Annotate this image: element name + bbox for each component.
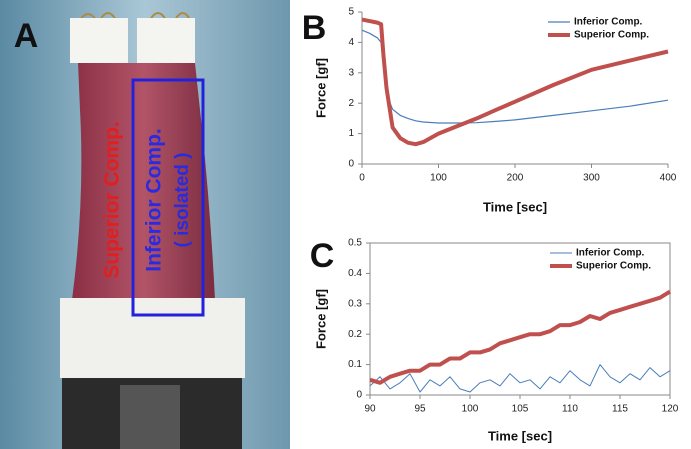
top-clip — [137, 18, 195, 63]
legend-label: Inferior Comp. — [576, 248, 645, 259]
data-line — [369, 364, 671, 393]
y-tick-label: 0.3 — [348, 298, 362, 309]
x-tick-label: 0 — [359, 173, 365, 184]
y-tick-label: 0 — [356, 390, 362, 401]
photo-panel: A Superior Comp. Inferior Comp. ( isolat… — [0, 0, 290, 449]
y-tick-label: 0 — [348, 159, 354, 170]
legend-label: Inferior Comp. — [574, 17, 643, 28]
panel-label: B — [302, 9, 327, 47]
x-tick-label: 90 — [364, 404, 376, 415]
annotation: ( isolated ) — [172, 152, 193, 247]
isolated-box — [131, 78, 205, 317]
x-tick-label: 400 — [660, 173, 677, 184]
y-tick-label: 0.4 — [348, 268, 362, 279]
y-tick-label: 4 — [348, 37, 354, 48]
y-tick-label: 0.5 — [348, 238, 362, 249]
y-axis-label: Force [gf] — [313, 58, 328, 118]
legend-label: Superior Comp. — [576, 261, 651, 272]
x-tick-label: 300 — [583, 173, 600, 184]
y-tick-label: 0.1 — [348, 359, 362, 370]
annotation: Inferior Comp. — [143, 128, 166, 272]
x-tick-label: 100 — [462, 404, 479, 415]
x-axis-label: Time [sec] — [483, 199, 547, 214]
tissue — [72, 63, 215, 300]
x-tick-label: 120 — [662, 404, 679, 415]
wires — [79, 12, 191, 21]
x-axis-label: Time [sec] — [488, 428, 552, 443]
y-tick-label: 2 — [348, 98, 354, 109]
panel-label: A — [14, 17, 39, 55]
x-tick-label: 110 — [562, 404, 578, 415]
clamp-center — [120, 385, 180, 449]
annotation: Superior Comp. — [101, 121, 124, 279]
x-tick-label: 105 — [512, 404, 529, 415]
data-line — [361, 17, 669, 147]
x-tick-label: 115 — [612, 404, 628, 415]
x-tick-label: 95 — [414, 404, 426, 415]
data-line — [369, 289, 672, 385]
x-tick-label: 200 — [507, 173, 524, 184]
y-tick-label: 5 — [348, 7, 354, 18]
data-line — [361, 29, 669, 124]
top-clip — [70, 18, 128, 63]
legend-label: Superior Comp. — [574, 30, 649, 41]
y-axis-label: Force [gf] — [313, 289, 328, 349]
y-tick-label: 1 — [348, 128, 354, 139]
y-tick-label: 0.2 — [348, 329, 362, 340]
x-tick-label: 100 — [430, 173, 447, 184]
panel-label: C — [310, 237, 335, 275]
bottom-plate — [60, 298, 245, 378]
y-tick-label: 3 — [348, 67, 354, 78]
